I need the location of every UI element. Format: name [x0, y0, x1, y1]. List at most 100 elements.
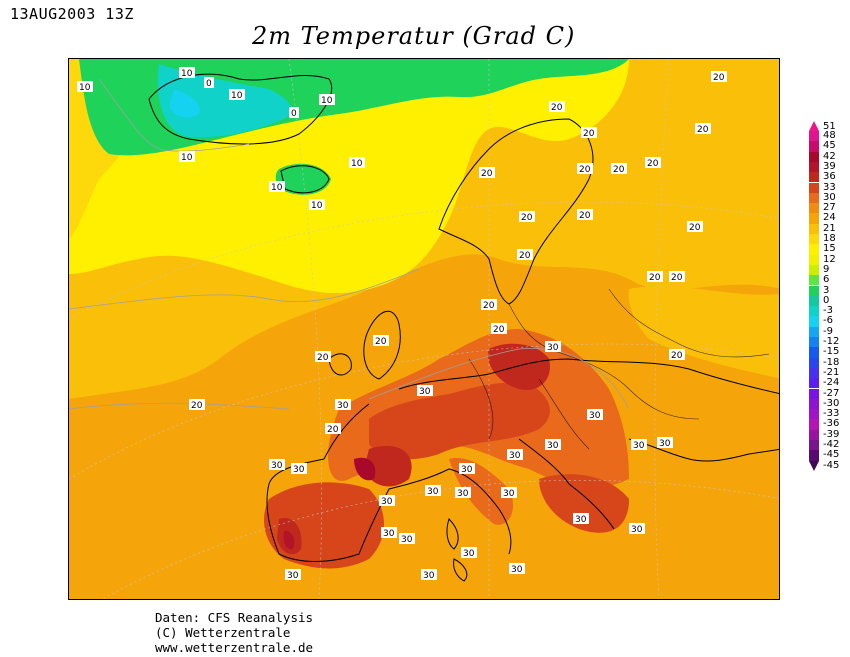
isoline-label-box — [315, 351, 331, 362]
isoline-label: 30 — [423, 571, 435, 581]
legend-label: -18 — [823, 356, 840, 368]
isoline-label: 20 — [483, 301, 495, 311]
isoline-label: 30 — [659, 439, 671, 449]
isoline-label-box — [285, 569, 301, 580]
isoline-labels: 10 10 0 10 0 10 10 10 10 10 20 20 20 20 20 20 20 20 20 20 20… — [77, 67, 727, 581]
legend-entry: 45 — [806, 140, 846, 152]
legend-entry: 0 — [806, 294, 846, 307]
isolines — [69, 78, 630, 410]
legend-label: 39 — [823, 160, 836, 172]
isoline-label-box — [669, 271, 685, 282]
isoline-label-box — [645, 157, 661, 168]
isoline-label-box — [631, 439, 647, 450]
legend-swatch — [809, 285, 819, 296]
isoline-label: 10 — [79, 83, 91, 93]
legend-entry: 27 — [806, 202, 846, 214]
isoline-label: 20 — [551, 103, 563, 113]
isoline-label: 30 — [287, 571, 299, 581]
legend-entry: 48 — [806, 130, 846, 142]
legend-label: -39 — [823, 428, 840, 440]
legend-swatch — [809, 429, 819, 440]
isoline-label: 20 — [579, 211, 591, 221]
legend-entry: 39 — [806, 160, 846, 173]
legend-swatch — [809, 275, 819, 286]
legend-entry: 12 — [806, 254, 846, 265]
isoline-label-box — [455, 487, 471, 498]
legend-swatch — [809, 161, 819, 173]
legend-entry: 24 — [806, 212, 846, 224]
legend-swatch — [809, 151, 819, 162]
isoline-label-box — [289, 107, 299, 118]
legend-entry: -36 — [806, 418, 846, 430]
legend-entry: -6 — [806, 315, 846, 327]
isoline-label-box — [647, 271, 663, 282]
timestamp: 13AUG2003 13Z — [10, 5, 134, 23]
isoline-label-box — [577, 163, 593, 174]
isoline-label-box — [291, 463, 307, 474]
legend-entry: -27 — [806, 388, 846, 399]
legend-entry: 33 — [806, 182, 846, 193]
isoline-label-box — [421, 569, 437, 580]
legend-entry: -12 — [806, 336, 846, 348]
map-title: 2m Temperatur (Grad C) — [252, 22, 576, 50]
isoline-label: 0 — [291, 109, 297, 119]
legend-label: 6 — [823, 274, 830, 286]
legend-entry: -33 — [806, 408, 846, 420]
isoline-label: 30 — [589, 411, 601, 421]
isoline-label-box — [379, 495, 395, 506]
legend-swatch — [809, 326, 819, 337]
legend-bottom-label: -45 — [823, 460, 840, 471]
isoline-label: 10 — [181, 153, 193, 163]
credits-url[interactable]: www.wetterzentrale.de — [155, 640, 314, 655]
isoline-label: 20 — [647, 159, 659, 169]
isoline-label: 30 — [509, 451, 521, 461]
isoline-label: 20 — [521, 213, 533, 223]
legend-swatch — [809, 192, 819, 204]
legend-top-arrow-icon — [809, 121, 819, 131]
legend-entry: -3 — [806, 305, 846, 317]
isoline-label-box — [269, 181, 285, 192]
isoline-label: 10 — [271, 183, 283, 193]
isoline-label: 20 — [649, 273, 661, 283]
isoline-label: 30 — [633, 441, 645, 451]
isoline-label-box — [189, 399, 205, 410]
isoline-label: 20 — [671, 351, 683, 361]
legend-label: 45 — [823, 140, 836, 152]
isoline-label: 30 — [511, 565, 523, 575]
isoline-label-box — [509, 563, 525, 574]
legend-entry: -45 — [806, 449, 846, 461]
legend-entry: -18 — [806, 356, 846, 368]
isoline-label-box — [349, 157, 365, 168]
isoline-label: 20 — [317, 353, 329, 363]
legend-label: 48 — [823, 130, 836, 141]
isoline-label-box — [611, 163, 627, 174]
legend-swatch — [809, 295, 819, 307]
legend-top-label: 51 — [823, 121, 836, 132]
isoline-label-box — [373, 335, 389, 346]
isoline-label-box — [309, 199, 325, 210]
isoline-label-box — [549, 101, 565, 112]
isoline-label: 20 — [327, 425, 339, 435]
isoline-label-box — [399, 533, 415, 544]
isoline-label: 20 — [493, 325, 505, 335]
legend-label: 15 — [823, 243, 836, 255]
isoline-label: 30 — [293, 465, 305, 475]
isoline-label-box — [381, 527, 397, 538]
legend-entry: 42 — [806, 151, 846, 162]
legend-entry: -21 — [806, 366, 846, 379]
isoline-label: 30 — [337, 401, 349, 411]
legend-label: -21 — [823, 366, 840, 378]
legend-label: 0 — [823, 294, 830, 306]
isoline-label-box — [425, 485, 441, 496]
legend-label: -15 — [823, 346, 840, 358]
isoline-label: 20 — [191, 401, 203, 411]
isoline-label: 10 — [231, 91, 243, 101]
isoline-label-box — [479, 167, 495, 178]
isoline-label: 30 — [401, 535, 413, 545]
legend-swatch — [809, 367, 819, 379]
isoline-label-box — [459, 463, 475, 474]
isoline-label-box — [629, 523, 645, 534]
isoline-label: 30 — [419, 387, 431, 397]
legend-swatch — [809, 203, 819, 214]
credits-copyright: (C) Wetterzentrale — [155, 625, 291, 640]
